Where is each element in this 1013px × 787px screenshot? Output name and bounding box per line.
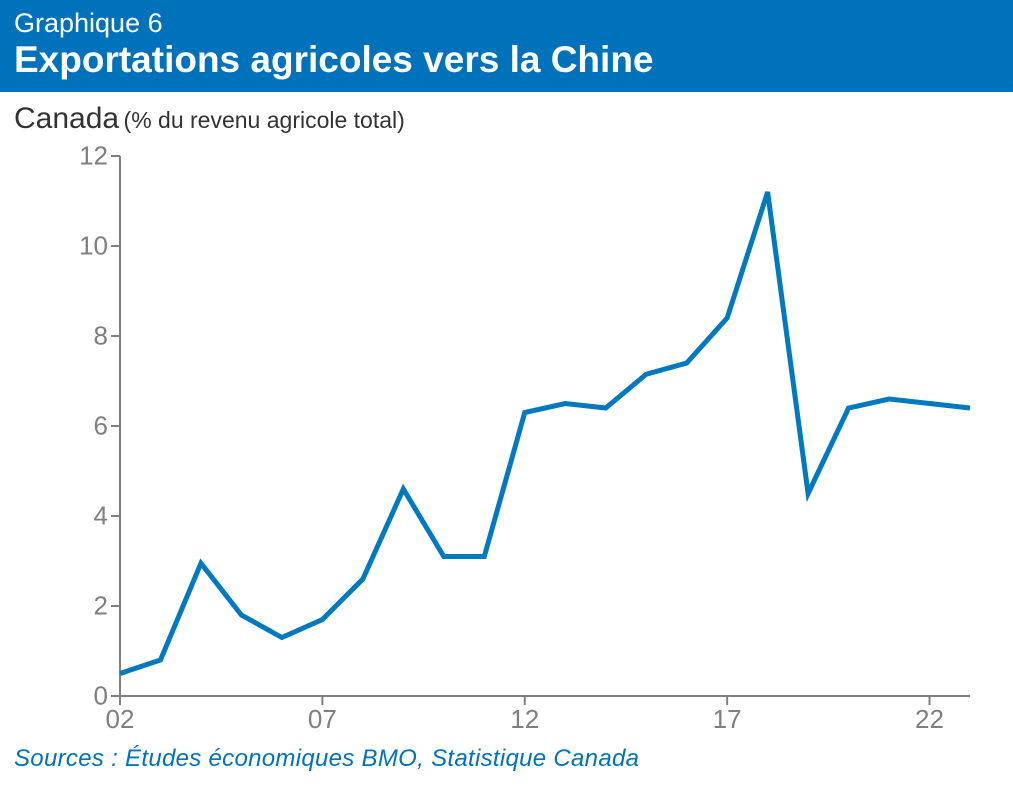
y-tick-label: 8 bbox=[94, 320, 108, 351]
x-tick-label: 07 bbox=[308, 704, 337, 735]
chart-plot-area: 0246810120207121722 bbox=[120, 156, 970, 696]
subtitle-note: (% du revenu agricole total) bbox=[124, 107, 405, 133]
chart-title: Exportations agricoles vers la Chine bbox=[14, 39, 999, 82]
y-tick-label: 12 bbox=[79, 140, 108, 171]
y-tick-label: 10 bbox=[79, 230, 108, 261]
subtitle-main: Canada bbox=[14, 102, 119, 135]
chart-source: Sources : Études économiques BMO, Statis… bbox=[14, 745, 639, 773]
chart-number-label: Graphique 6 bbox=[14, 8, 999, 39]
data-line bbox=[120, 192, 970, 674]
line-chart-svg bbox=[120, 156, 970, 696]
x-tick-label: 12 bbox=[510, 704, 539, 735]
x-tick-label: 22 bbox=[915, 704, 944, 735]
chart-subtitle: Canada (% du revenu agricole total) bbox=[0, 92, 1013, 136]
y-tick-label: 6 bbox=[94, 410, 108, 441]
y-tick-label: 2 bbox=[94, 590, 108, 621]
chart-header: Graphique 6 Exportations agricoles vers … bbox=[0, 0, 1013, 92]
x-tick-label: 17 bbox=[713, 704, 742, 735]
x-tick-label: 02 bbox=[106, 704, 135, 735]
y-tick-label: 4 bbox=[94, 500, 108, 531]
